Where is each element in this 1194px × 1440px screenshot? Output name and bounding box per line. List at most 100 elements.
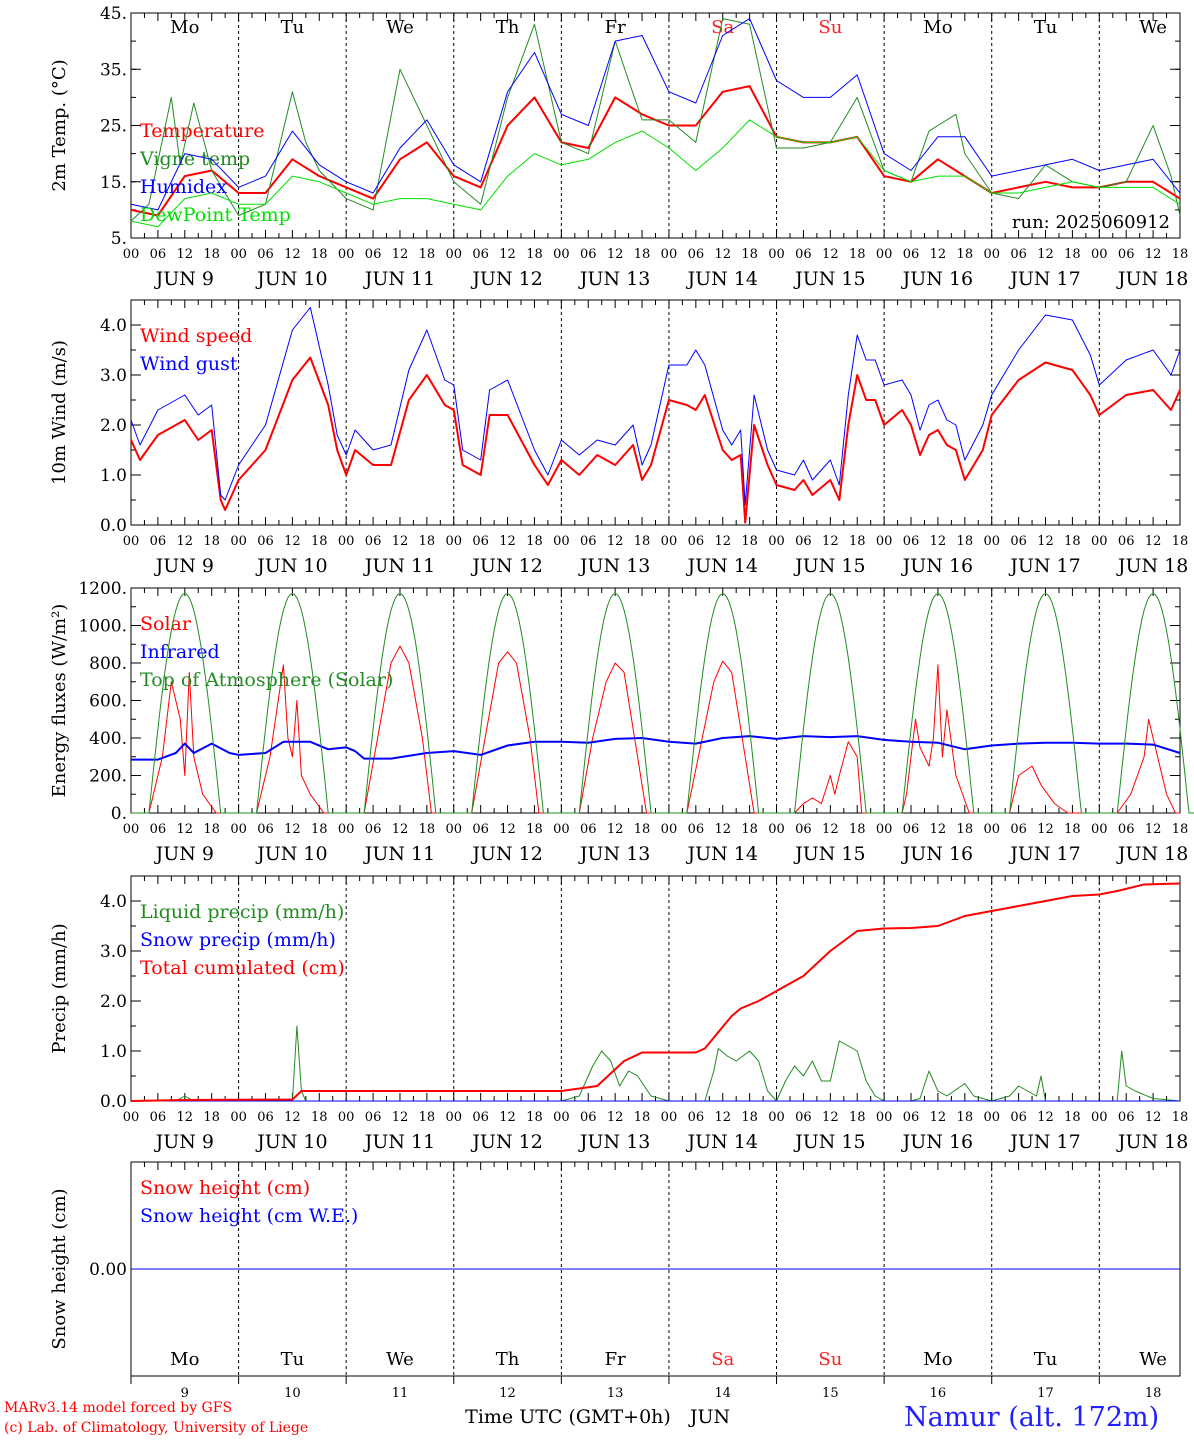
- y-tick-label: 0.0: [100, 1092, 127, 1112]
- date-label: JUN 12: [470, 268, 542, 290]
- hour-tick-label: 00: [661, 822, 678, 837]
- hour-tick-label: 06: [795, 1110, 812, 1125]
- hour-tick-label: 18: [203, 1110, 220, 1125]
- date-label: JUN 10: [255, 1131, 327, 1153]
- hour-tick-label: 00: [1091, 247, 1108, 262]
- date-label: JUN 16: [901, 555, 973, 577]
- hour-tick-label: 18: [1172, 534, 1189, 549]
- y-tick-label: 1.0: [100, 466, 127, 486]
- hour-tick-label: 18: [741, 822, 758, 837]
- day-number-label: 16: [930, 1386, 947, 1401]
- hour-tick-label: 00: [230, 822, 247, 837]
- y-tick-label: 1.0: [100, 1042, 127, 1062]
- hour-tick-label: 06: [580, 822, 597, 837]
- y-tick-label: 3.0: [100, 942, 127, 962]
- hour-tick-label: 12: [1037, 1110, 1054, 1125]
- hour-tick-label: 12: [177, 1110, 194, 1125]
- legend-entry: DewPoint Temp: [140, 204, 291, 226]
- date-label: JUN 18: [1116, 1131, 1188, 1153]
- legend-entry: Solar: [140, 613, 192, 635]
- y-axis-label: Snow height (cm): [49, 1188, 70, 1349]
- hour-tick-label: 00: [768, 822, 785, 837]
- hour-tick-label: 00: [768, 247, 785, 262]
- day-number-label: 13: [607, 1386, 624, 1401]
- day-number-label: 12: [499, 1386, 516, 1401]
- date-label: JUN 15: [793, 268, 865, 290]
- hour-tick-label: 06: [1118, 822, 1135, 837]
- hour-tick-label: 00: [983, 534, 1000, 549]
- hour-tick-label: 18: [849, 822, 866, 837]
- hour-tick-label: 06: [257, 822, 274, 837]
- hour-tick-label: 18: [526, 1110, 543, 1125]
- hour-tick-label: 18: [957, 1110, 974, 1125]
- hour-tick-label: 12: [1037, 822, 1054, 837]
- date-label: JUN 11: [363, 268, 435, 290]
- series-wind-speed-line: [130, 356, 1181, 524]
- hour-tick-label: 18: [419, 822, 436, 837]
- weekday-label: Tu: [281, 1349, 305, 1370]
- date-label: JUN 11: [363, 555, 435, 577]
- hour-tick-label: 00: [876, 534, 893, 549]
- y-tick-label: 35.: [100, 60, 127, 80]
- y-axis-label: 2m Temp. (°C): [49, 59, 70, 191]
- hour-tick-label: 00: [123, 534, 140, 549]
- hour-tick-label: 06: [1010, 1110, 1027, 1125]
- hour-tick-label: 06: [688, 1110, 705, 1125]
- y-tick-label: 4.0: [100, 316, 127, 336]
- hour-tick-label: 18: [526, 822, 543, 837]
- y-tick-label: 25.: [100, 117, 127, 137]
- hour-tick-label: 12: [177, 822, 194, 837]
- hour-tick-label: 12: [1145, 1110, 1162, 1125]
- hour-tick-label: 00: [123, 1110, 140, 1125]
- hour-tick-label: 00: [230, 247, 247, 262]
- hour-tick-label: 00: [338, 822, 355, 837]
- date-label: JUN 13: [578, 268, 650, 290]
- weekday-label: We: [1139, 17, 1167, 38]
- hour-tick-label: 18: [311, 1110, 328, 1125]
- hour-tick-label: 00: [983, 247, 1000, 262]
- hour-tick-label: 12: [714, 822, 731, 837]
- date-label: JUN 18: [1116, 843, 1188, 865]
- y-tick-label: 4.0: [100, 892, 127, 912]
- legend-entry: Temperature: [140, 120, 264, 142]
- hour-tick-label: 06: [365, 247, 382, 262]
- y-tick-label: 45.: [100, 4, 127, 24]
- y-tick-label: 800.: [89, 654, 127, 674]
- weekday-label: Sa: [711, 1349, 734, 1370]
- hour-tick-label: 06: [903, 1110, 920, 1125]
- date-label: JUN 18: [1116, 555, 1188, 577]
- hour-tick-label: 06: [472, 534, 489, 549]
- legend-entry: Infrared: [140, 641, 220, 663]
- y-axis-label: 10m Wind (m/s): [49, 340, 70, 485]
- hour-tick-label: 12: [499, 1110, 516, 1125]
- hour-tick-label: 12: [607, 1110, 624, 1125]
- hour-tick-label: 18: [634, 247, 651, 262]
- series-humidex-line: [130, 18, 1181, 211]
- hour-tick-label: 00: [983, 822, 1000, 837]
- hour-tick-label: 18: [634, 1110, 651, 1125]
- hour-tick-label: 12: [607, 247, 624, 262]
- hour-tick-label: 00: [876, 822, 893, 837]
- panel-frame: [130, 299, 1181, 526]
- hour-tick-label: 06: [688, 534, 705, 549]
- hour-tick-label: 06: [472, 822, 489, 837]
- hour-tick-label: 18: [311, 247, 328, 262]
- date-label: JUN 11: [363, 843, 435, 865]
- date-label: JUN 12: [470, 555, 542, 577]
- date-label: JUN 10: [255, 843, 327, 865]
- y-tick-label: 5.: [111, 229, 127, 249]
- date-label: JUN 12: [470, 1131, 542, 1153]
- hour-tick-label: 12: [1037, 247, 1054, 262]
- hour-tick-label: 12: [284, 247, 301, 262]
- hour-tick-label: 06: [795, 247, 812, 262]
- hour-tick-label: 12: [499, 247, 516, 262]
- hour-tick-label: 18: [1064, 1110, 1081, 1125]
- hour-tick-label: 00: [338, 1110, 355, 1125]
- series-liquid-precip-mm-h-line: [131, 1025, 1181, 1102]
- y-tick-label: 0.0: [100, 516, 127, 536]
- legend-entry: Vigne temp: [139, 148, 250, 170]
- hour-tick-label: 12: [284, 822, 301, 837]
- legend-entry: Top of Atmosphere (Solar): [140, 669, 393, 691]
- hour-tick-label: 12: [392, 1110, 409, 1125]
- hour-tick-label: 06: [580, 247, 597, 262]
